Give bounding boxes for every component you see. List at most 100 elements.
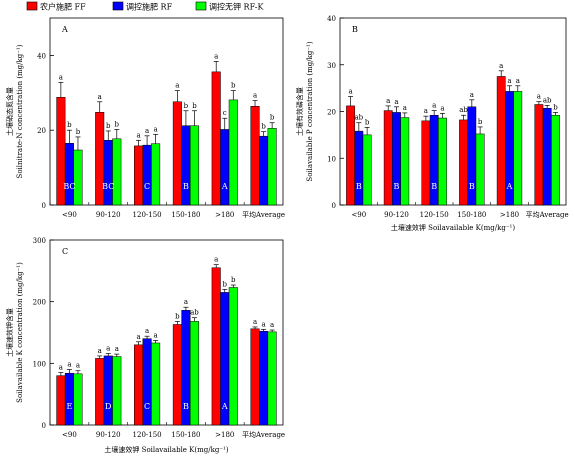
- plot-frame: [49, 17, 284, 206]
- significance-letter: c: [223, 109, 227, 117]
- bar: [383, 110, 393, 206]
- bar: [103, 140, 113, 206]
- group-letter: E: [66, 402, 72, 411]
- x-tick-label: <90: [351, 211, 366, 219]
- bar: [151, 342, 161, 426]
- bar: [496, 76, 506, 206]
- x-tick-label: 90-120: [96, 431, 121, 439]
- bar: [142, 338, 152, 426]
- y-axis-title-en: Soilavailable P concentration (mg/kg⁻¹): [306, 41, 314, 181]
- x-tick-label: 90-120: [384, 211, 409, 219]
- bar: [228, 99, 238, 206]
- bar: [267, 128, 277, 206]
- significance-letter: a: [253, 92, 257, 100]
- significance-letter: a: [145, 127, 149, 135]
- bar: [551, 114, 560, 206]
- significance-letter: b: [67, 121, 72, 129]
- group-letter: BC: [102, 182, 114, 191]
- x-tick-label: 平均Average: [242, 210, 285, 219]
- significance-letter: a: [537, 93, 541, 101]
- bar: [392, 112, 401, 206]
- group-letter: B: [183, 182, 189, 191]
- bar: [172, 324, 182, 426]
- x-tick-label: 120-150: [420, 211, 449, 219]
- bar: [73, 373, 83, 426]
- significance-letter: b: [261, 123, 266, 131]
- significance-letter: b: [76, 128, 81, 136]
- group-letter: D: [105, 402, 111, 411]
- bar: [112, 356, 122, 426]
- group-letter: BC: [63, 182, 75, 191]
- x-tick-label: >180: [215, 431, 234, 439]
- bar: [259, 331, 269, 426]
- bar: [429, 114, 439, 206]
- panel-a-nitrate-chart: A 0 20 40 土壤硝态氮含量 Soilnitrate-N concentration…: [5, 17, 285, 219]
- bar: [211, 267, 221, 426]
- x-tick-label: >180: [500, 211, 519, 219]
- significance-letter: b: [175, 312, 180, 320]
- plot-frame: [339, 17, 567, 206]
- x-axis-title: 土壤速效钾 Soilavailable K(mg/kg⁻¹): [391, 223, 515, 232]
- x-axis-title: 土壤速效钾 Soilavailable K(mg/kg⁻¹): [104, 445, 228, 454]
- bar: [421, 120, 431, 206]
- x-tick-label: 120-150: [133, 431, 162, 439]
- significance-letter: b: [478, 118, 483, 126]
- significance-letter: b: [553, 103, 558, 111]
- x-tick-label: 90-120: [96, 211, 121, 219]
- y-tick-label: 0: [42, 202, 46, 210]
- group-letter: B: [469, 182, 475, 191]
- significance-letter: a: [386, 97, 390, 105]
- bar: [250, 328, 260, 426]
- group-letter: C: [144, 402, 150, 411]
- panel-b-phosphorus-chart: B 0 10 20 30 40 土壤有效磷含量 Soilavailable P concent…: [295, 15, 569, 232]
- bar: [362, 134, 372, 206]
- legend-label: 调控无钾 RF-K: [209, 2, 264, 12]
- legend-swatch: [26, 1, 38, 11]
- group-letter: C: [144, 182, 150, 191]
- bar: [346, 105, 355, 206]
- x-tick-label: 150-180: [171, 431, 200, 439]
- significance-letter: ab: [543, 96, 552, 104]
- x-tick-label: 平均Average: [242, 430, 285, 439]
- x-tick-label: 平均Average: [526, 210, 569, 219]
- significance-letter: a: [145, 327, 149, 335]
- significance-letter: ab: [459, 106, 468, 114]
- significance-letter: a: [270, 321, 274, 329]
- y-tick-label: 40: [327, 15, 336, 23]
- bar: [103, 355, 113, 426]
- y-tick-label: 40: [37, 52, 46, 60]
- significance-letter: a: [507, 77, 511, 85]
- y-axis-title-zh: 土壤有效磷含量: [295, 87, 304, 136]
- legend-label: 调控施肥 RF: [126, 2, 173, 12]
- x-tick-label: 150-180: [171, 211, 200, 219]
- panel-c-potassium-chart: C 0 100 200 300 土壤速效钾含量 Soilavailable K concen…: [5, 237, 285, 454]
- legend-swatch: [195, 1, 207, 11]
- y-tick-label: 20: [327, 109, 336, 117]
- significance-letter: a: [253, 318, 257, 326]
- significance-letter: a: [394, 98, 398, 106]
- significance-letter: a: [98, 347, 102, 355]
- significance-letter: a: [98, 93, 102, 101]
- bar: [542, 107, 552, 206]
- legend-swatch: [112, 1, 124, 11]
- group-letter: B: [356, 182, 362, 191]
- significance-letter: a: [136, 333, 140, 341]
- significance-letter: a: [106, 344, 110, 352]
- panel-letter: A: [61, 25, 68, 34]
- bar: [151, 143, 161, 206]
- significance-letter: a: [499, 62, 503, 70]
- bar: [475, 133, 485, 206]
- significance-letter: a: [403, 104, 407, 112]
- significance-letter: ab: [190, 309, 199, 317]
- significance-letter: a: [440, 104, 444, 112]
- significance-letter: a: [214, 52, 218, 60]
- bar: [181, 125, 191, 206]
- bar: [64, 143, 74, 206]
- y-axis-title-en: Soilnitrate-N concentration (mg/kg⁻¹): [16, 44, 24, 178]
- y-tick-label: 30: [327, 62, 336, 70]
- bar: [354, 130, 364, 206]
- bar: [64, 372, 74, 426]
- y-axis-title-en: Soilavailable K concentration (mg/kg⁻¹): [16, 262, 24, 403]
- significance-letter: a: [154, 125, 158, 133]
- group-letter: A: [221, 182, 228, 191]
